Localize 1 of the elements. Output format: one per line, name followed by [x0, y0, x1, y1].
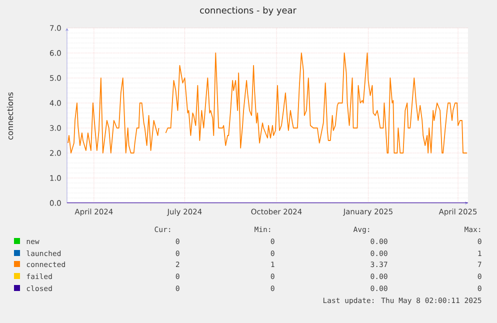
- chart-title: connections - by year: [200, 6, 296, 16]
